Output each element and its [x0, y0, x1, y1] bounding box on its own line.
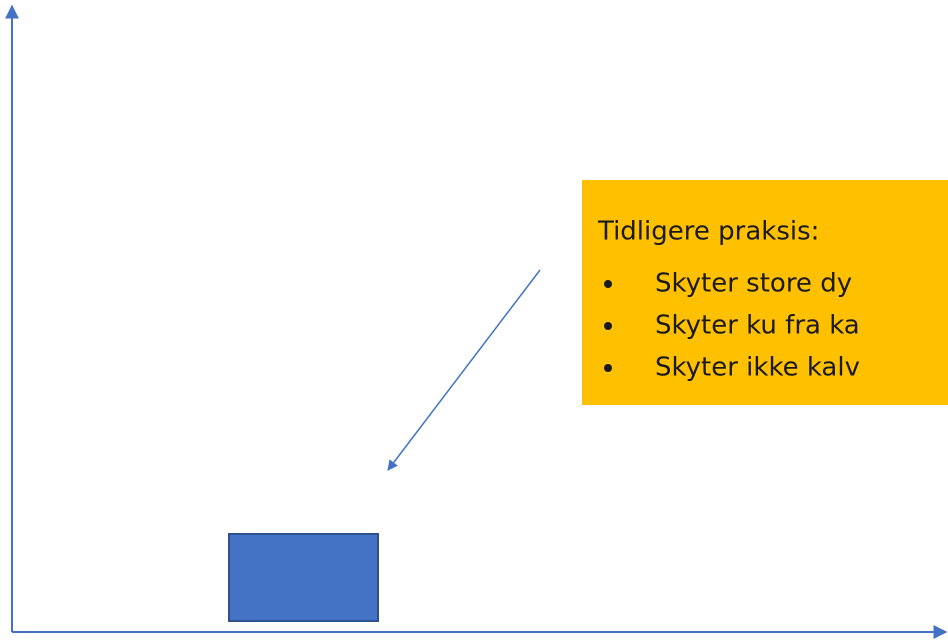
pointer-arrow [387, 269, 541, 471]
bullet-text: Skyter ikke kalv [655, 353, 860, 383]
bullet-dot [604, 322, 612, 330]
callout-box [582, 180, 948, 405]
callout-title: Tidligere praksis: [597, 217, 819, 247]
bullet-dot [604, 280, 612, 288]
bullet-text: Skyter store dy [655, 269, 852, 299]
block [228, 533, 379, 622]
bullet-list: Skyter store dy Skyter ku fra ka Skyter ik… [604, 269, 860, 383]
bullet-dot [604, 364, 612, 372]
bullet-text: Skyter ku fra ka [655, 311, 860, 341]
